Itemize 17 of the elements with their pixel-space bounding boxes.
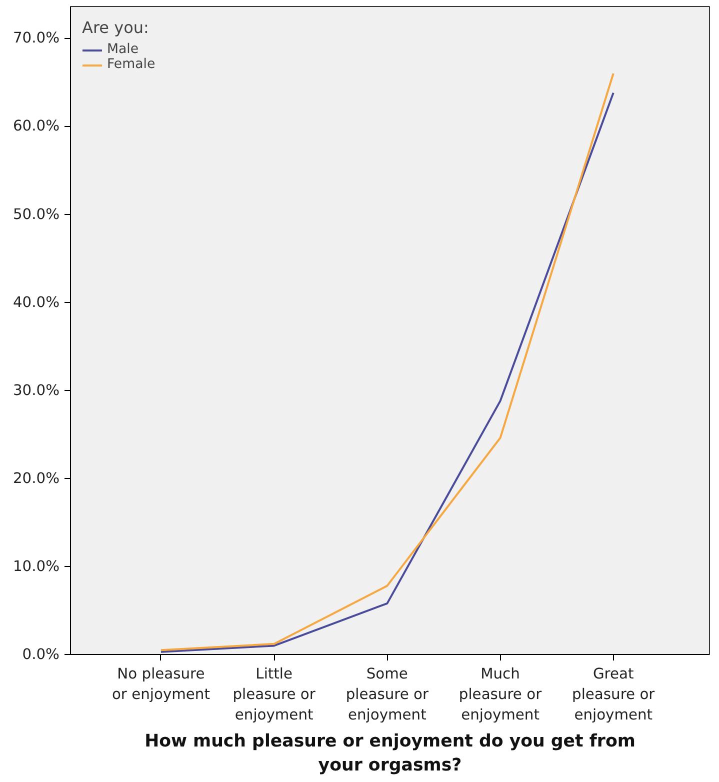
y-tick-label: 60.0%: [12, 118, 60, 135]
x-tick-label: No pleasure or enjoyment: [112, 666, 210, 703]
y-tick-label: 20.0%: [12, 470, 60, 487]
x-tick-label: Much pleasure or enjoyment: [458, 666, 543, 724]
y-tick-label: 40.0%: [12, 294, 60, 311]
y-tick-label: 10.0%: [12, 558, 60, 575]
y-tick-label: 50.0%: [12, 206, 60, 223]
x-tick-label: Some pleasure or enjoyment: [346, 666, 430, 724]
y-tick-label: 0.0%: [22, 646, 60, 663]
x-axis-title: How much pleasure or enjoyment do you get from your orgasms?: [144, 731, 636, 776]
x-tick-label: Great pleasure or enjoyment: [572, 666, 656, 724]
legend-title: Are you:: [82, 18, 150, 37]
y-tick-label: 30.0%: [12, 382, 60, 399]
y-tick-label: 70.0%: [12, 30, 60, 47]
legend-label: Female: [107, 57, 156, 72]
legend-label: Male: [107, 42, 139, 57]
x-tick-label: Little pleasure or enjoyment: [232, 666, 316, 724]
